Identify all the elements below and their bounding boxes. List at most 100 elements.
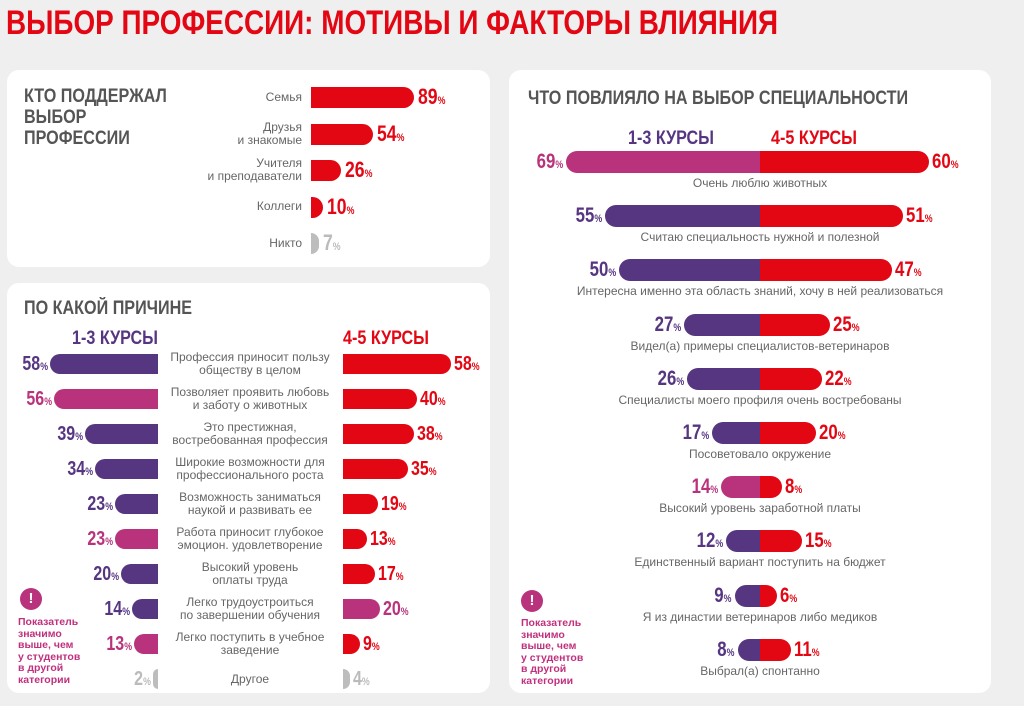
note-text: в другой bbox=[521, 663, 567, 675]
note-text: у студентов bbox=[18, 650, 81, 663]
category-label: Специалисты моего профиля очень востребо… bbox=[618, 392, 902, 407]
value-4-5: 47% bbox=[895, 258, 922, 282]
value-4-5: 20% bbox=[383, 598, 409, 620]
percent-sign: % bbox=[723, 592, 732, 605]
value-1-3: 12% bbox=[696, 529, 724, 553]
category-label: Семья bbox=[265, 89, 302, 104]
percent-sign: % bbox=[726, 646, 735, 659]
value-1-3: 8% bbox=[717, 637, 735, 661]
category-label: оплаты труда bbox=[212, 573, 288, 587]
percent-sign: % bbox=[123, 641, 132, 653]
value-label: 54% bbox=[377, 120, 405, 146]
percent-sign: % bbox=[428, 466, 437, 478]
bar-1-3 bbox=[133, 634, 158, 654]
percent-sign: % bbox=[676, 375, 684, 388]
value-1-3: 34% bbox=[67, 458, 93, 480]
bar-1-3 bbox=[153, 669, 158, 689]
chart-title-line: ПРОФЕССИИ bbox=[24, 128, 130, 149]
value-4-5: 17% bbox=[377, 563, 404, 585]
bar-4-5 bbox=[343, 389, 418, 409]
category-label: Учителя bbox=[256, 156, 302, 170]
bar-4-5 bbox=[343, 354, 451, 374]
value-1-3: 2% bbox=[134, 668, 151, 690]
category-label: Посоветовало окружение bbox=[688, 447, 832, 461]
bar-4-5 bbox=[760, 313, 831, 336]
category-label: Друзья bbox=[263, 119, 302, 134]
percent-sign: % bbox=[75, 431, 84, 443]
category-label: востребованная профессия bbox=[172, 433, 328, 447]
note-text: у студентов bbox=[521, 651, 584, 664]
bar bbox=[311, 233, 320, 254]
value-4-5: 22% bbox=[824, 366, 852, 390]
percent-sign: % bbox=[673, 321, 682, 334]
percent-sign: % bbox=[471, 361, 480, 373]
page-title: ВЫБОР ПРОФЕССИИ: МОТИВЫ И ФАКТОРЫ ВЛИЯНИ… bbox=[6, 4, 779, 42]
bar-4-5 bbox=[760, 476, 783, 499]
legend-4-5: 4-5 КУРСЫ bbox=[771, 128, 857, 149]
category-label: эмоцион. удовлетворение bbox=[177, 538, 323, 552]
percent-sign: % bbox=[122, 606, 130, 618]
value-1-3: 69% bbox=[536, 150, 563, 173]
value-1-3: 14% bbox=[104, 598, 130, 620]
value-1-3: 58% bbox=[22, 353, 48, 375]
category-label: заведение bbox=[220, 643, 280, 657]
bar bbox=[311, 123, 374, 145]
value-1-3: 17% bbox=[682, 421, 710, 444]
percent-sign: % bbox=[594, 213, 603, 226]
value-4-5: 58% bbox=[454, 353, 480, 375]
percent-sign: % bbox=[40, 361, 48, 373]
percent-sign: % bbox=[43, 396, 52, 408]
bar-1-3 bbox=[720, 476, 760, 499]
percent-sign: % bbox=[332, 241, 341, 253]
bar bbox=[311, 87, 414, 108]
category-label: Работа приносит глубокое bbox=[176, 525, 324, 539]
value-1-3: 23% bbox=[87, 528, 114, 550]
bar-4-5 bbox=[343, 599, 381, 619]
bar-1-3 bbox=[53, 389, 158, 409]
bar-4-5 bbox=[343, 669, 351, 689]
value-4-5: 60% bbox=[931, 150, 959, 173]
chart-title-line: КТО ПОДДЕРЖАЛ bbox=[24, 86, 167, 107]
value-1-3: 50% bbox=[589, 258, 617, 282]
bar-4-5 bbox=[343, 494, 379, 514]
bar-4-5 bbox=[760, 259, 893, 282]
value-4-5: 11% bbox=[793, 637, 820, 661]
category-label: Видел(а) примеры специалистов-ветеринаро… bbox=[630, 338, 890, 353]
category-label: Это престижная, bbox=[203, 420, 297, 434]
value-label: 10% bbox=[326, 193, 354, 219]
value-1-3: 26% bbox=[657, 366, 684, 390]
category-label: и заботу о животных bbox=[192, 398, 308, 412]
exclamation-icon: ! bbox=[20, 588, 42, 610]
category-label: Считаю специальность нужной и полезной bbox=[640, 230, 880, 245]
percent-sign: % bbox=[438, 396, 447, 408]
bar-1-3 bbox=[712, 422, 760, 444]
category-label: Легко трудоустроиться bbox=[186, 595, 314, 609]
value-4-5: 25% bbox=[833, 312, 860, 336]
bar-4-5 bbox=[343, 634, 360, 654]
legend-1-3: 1-3 КУРСЫ bbox=[72, 328, 158, 349]
percent-sign: % bbox=[399, 501, 407, 513]
category-label: Интересна именно эта область знаний, хоч… bbox=[576, 284, 944, 299]
bar-1-3 bbox=[684, 313, 760, 336]
legend-4-5: 4-5 КУРСЫ bbox=[343, 328, 429, 349]
percent-sign: % bbox=[709, 484, 718, 497]
value-4-5: 13% bbox=[370, 528, 396, 550]
category-label: Высокий уровень bbox=[201, 560, 299, 574]
bar bbox=[311, 196, 323, 218]
value-1-3: 55% bbox=[575, 204, 603, 228]
value-4-5: 20% bbox=[819, 421, 846, 444]
value-label: 89% bbox=[418, 84, 446, 109]
percent-sign: % bbox=[851, 321, 860, 334]
bar-1-3 bbox=[50, 354, 158, 374]
chart-title: ПО КАКОЙ ПРИЧИНЕ bbox=[24, 298, 193, 319]
percent-sign: % bbox=[401, 606, 409, 618]
bar-4-5 bbox=[760, 151, 929, 173]
percent-sign: % bbox=[823, 538, 832, 551]
percent-sign: % bbox=[837, 430, 846, 442]
percent-sign: % bbox=[143, 676, 151, 688]
value-1-3: 39% bbox=[57, 423, 84, 445]
note-text: значимо bbox=[521, 628, 565, 641]
percent-sign: % bbox=[397, 131, 405, 144]
percent-sign: % bbox=[362, 676, 371, 688]
